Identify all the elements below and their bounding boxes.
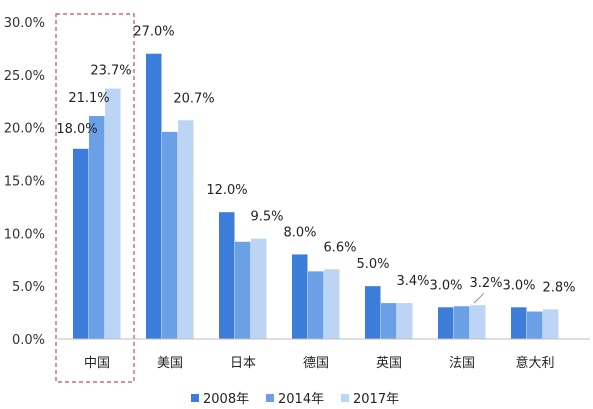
y-tick-label: 5.0% [12, 280, 45, 295]
y-axis: 0.0% 5.0% 10.0% 15.0% 20.0% 25.0% 30.0% [4, 16, 45, 348]
bar [251, 238, 267, 339]
x-tick-label: 英国 [376, 356, 402, 371]
bar [308, 271, 324, 339]
highlight-dashed-box [55, 13, 135, 383]
bar [235, 241, 251, 339]
data-label: 9.5% [250, 210, 283, 225]
data-label: 6.6% [323, 240, 356, 255]
data-label: 3.0% [429, 278, 462, 293]
y-tick-label: 25.0% [4, 69, 45, 84]
y-tick-label: 10.0% [4, 227, 45, 242]
data-label: 8.0% [283, 225, 316, 240]
bar [511, 307, 527, 339]
data-label: 23.7% [90, 64, 131, 79]
bar [292, 254, 308, 339]
bar [527, 311, 543, 339]
data-label: 12.0% [206, 183, 247, 198]
bar [178, 120, 194, 340]
bar [105, 88, 121, 339]
bar [89, 116, 105, 339]
x-tick-label: 中国 [84, 356, 110, 371]
data-label: 2.8% [542, 280, 575, 295]
x-tick-label: 德国 [303, 356, 329, 371]
data-label: 18.0% [56, 122, 97, 137]
y-tick-label: 15.0% [4, 175, 45, 190]
y-tick-label: 30.0% [4, 16, 45, 31]
bar [438, 307, 454, 339]
data-label: 20.7% [173, 91, 214, 106]
bar [73, 148, 89, 339]
bar [397, 303, 413, 339]
x-tick-label: 美国 [157, 356, 183, 371]
x-tick-label: 法国 [449, 356, 475, 371]
highlight-box-china [55, 13, 135, 383]
bar [324, 269, 340, 339]
legend-swatch [341, 394, 349, 402]
bar [146, 53, 162, 339]
bar [162, 131, 178, 339]
x-tick-label: 日本 [230, 356, 256, 371]
data-label: 3.4% [396, 274, 429, 289]
legend: 2008年 2014年 2017年 [191, 392, 399, 407]
data-labels-group: 18.0% 27.0% 12.0% 8.0% 5.0% 3.0% 3.0% 21.1% 23.7… [56, 25, 576, 304]
legend-label: 2017年 [353, 392, 399, 407]
label-leader-line [473, 292, 485, 304]
bar [381, 303, 397, 339]
data-label: 27.0% [133, 25, 174, 40]
bar [219, 212, 235, 339]
data-label: 5.0% [356, 257, 389, 272]
legend-label: 2008年 [203, 392, 249, 407]
data-label: 21.1% [68, 91, 109, 106]
bar [470, 305, 486, 339]
data-label: 3.0% [502, 278, 535, 293]
bar [454, 306, 470, 339]
bar [365, 286, 381, 339]
y-tick-label: 0.0% [12, 333, 45, 348]
legend-swatch [266, 394, 274, 402]
legend-label: 2014年 [278, 392, 324, 407]
data-label: 3.2% [469, 276, 502, 291]
bar-series-group [73, 53, 559, 340]
x-axis: 中国 美国 日本 德国 英国 法国 意大利 [58, 338, 590, 371]
bar [543, 309, 559, 339]
y-tick-label: 20.0% [4, 122, 45, 137]
x-tick-label: 意大利 [515, 355, 554, 371]
legend-swatch [191, 394, 199, 402]
